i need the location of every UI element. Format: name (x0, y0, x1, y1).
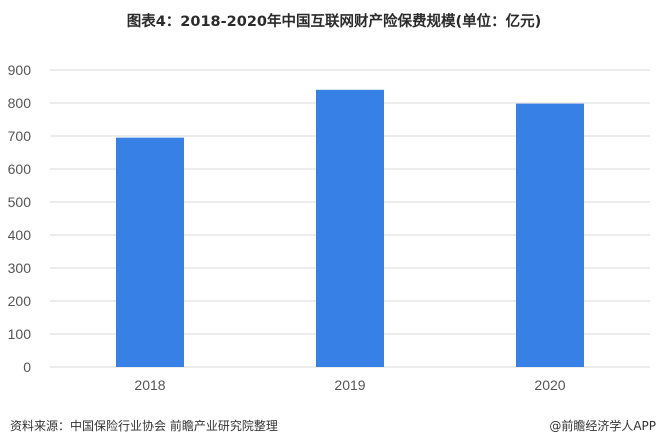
y-tick-label: 400 (8, 227, 32, 243)
x-tick-label: 2020 (534, 377, 565, 393)
y-tick-label: 0 (23, 359, 31, 375)
bar-2020 (516, 103, 584, 367)
bars (116, 89, 584, 368)
chart-title: 图表4：2018-2020年中国互联网财产险保费规模(单位：亿元) (126, 14, 542, 30)
source-note: 资料来源：中国保险行业协会 前瞻产业研究院整理 (10, 419, 278, 433)
x-tick-label: 2018 (134, 377, 165, 393)
y-tick-label: 700 (8, 128, 32, 144)
bar-2018 (116, 137, 184, 367)
y-tick-label: 300 (8, 260, 32, 276)
x-axis-ticks: 2018 2019 2020 (134, 377, 565, 393)
y-tick-label: 800 (8, 95, 32, 111)
y-tick-label: 900 (8, 62, 32, 78)
x-tick-label: 2019 (334, 377, 365, 393)
y-axis-ticks: 0 100 200 300 400 500 600 700 800 900 (8, 62, 32, 375)
y-tick-label: 600 (8, 161, 32, 177)
y-tick-label: 100 (8, 326, 32, 342)
brand-watermark: @前瞻经济学人APP (549, 419, 656, 433)
y-tick-label: 500 (8, 194, 32, 210)
bar-2019 (316, 89, 384, 368)
y-tick-label: 200 (8, 293, 32, 309)
